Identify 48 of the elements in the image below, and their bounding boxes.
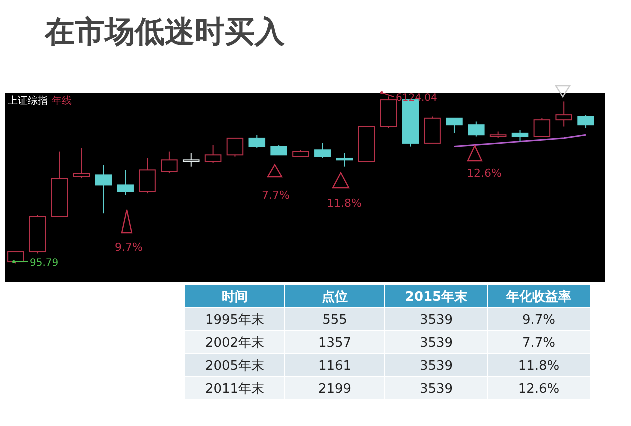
candlestick [556,101,573,128]
text: 11.8% [518,359,560,374]
candlestick [446,118,463,134]
text: 3539 [420,382,454,397]
candlestick [117,170,134,196]
candlestick [468,121,485,138]
text: 2005年末 [205,359,265,374]
chart-title: 在市场低迷时买入 [44,15,286,50]
annotation: 年线 [52,95,72,107]
text: 2011年末 [205,382,265,397]
candlestick [512,130,529,142]
candlestick [336,152,354,168]
annotation: 95.79 [30,258,59,269]
candlestick [248,134,266,149]
candlestick [73,148,90,180]
text: 1357 [318,336,352,351]
candlestick [226,138,244,158]
candlestick [139,158,156,194]
text: 2002年末 [205,336,265,351]
candlestick [314,142,332,159]
annotation: 12.6% [467,167,502,180]
text: 7.7% [522,336,556,351]
annotation: 9.7% [115,241,143,254]
candlestick [270,144,288,156]
text: 12.6% [518,382,560,397]
text: 2199 [318,382,352,397]
candlestick [578,114,594,129]
candlestick [182,152,200,168]
candlestick [95,164,112,214]
candlestick [161,151,178,174]
text: 3539 [420,336,454,351]
annotation: 7.7% [262,189,290,202]
annotation: 6124.04 [396,93,438,104]
annotation: 上证综指 [8,95,48,107]
text: 年化收益率 [506,289,572,305]
text: 3539 [420,359,454,374]
text: 555 [322,313,348,328]
candlestick [8,252,24,264]
candlestick [204,144,222,164]
text: 时间 [222,290,248,305]
text: 点位 [322,289,348,305]
text: 9.7% [522,313,556,328]
text: 3539 [420,313,454,328]
text: 1161 [318,359,352,374]
text: 1995年末 [205,313,265,328]
text: 2015年末 [405,290,469,305]
annotation: 11.8% [327,197,362,210]
candlestick [534,118,551,138]
